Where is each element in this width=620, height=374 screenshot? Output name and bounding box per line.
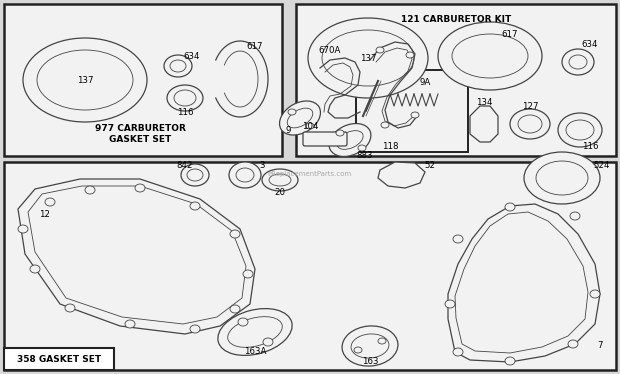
- Ellipse shape: [65, 304, 75, 312]
- Ellipse shape: [280, 101, 321, 135]
- Polygon shape: [18, 179, 255, 334]
- Text: 617: 617: [247, 42, 264, 50]
- Ellipse shape: [505, 357, 515, 365]
- Ellipse shape: [342, 326, 398, 366]
- Text: 634: 634: [184, 52, 200, 61]
- Ellipse shape: [230, 230, 240, 238]
- Bar: [356, 70, 468, 152]
- Text: 842: 842: [177, 160, 193, 169]
- Bar: [4, 348, 114, 370]
- Text: 20: 20: [275, 187, 285, 196]
- Polygon shape: [378, 162, 425, 188]
- Ellipse shape: [358, 145, 366, 151]
- Ellipse shape: [288, 109, 296, 115]
- Text: 127: 127: [522, 101, 538, 110]
- Ellipse shape: [590, 290, 600, 298]
- Ellipse shape: [230, 305, 240, 313]
- Ellipse shape: [190, 325, 200, 333]
- Text: 118: 118: [382, 141, 398, 150]
- Ellipse shape: [135, 184, 145, 192]
- Ellipse shape: [23, 38, 147, 122]
- Text: 9A: 9A: [419, 77, 431, 86]
- Ellipse shape: [406, 52, 414, 58]
- Ellipse shape: [329, 123, 371, 156]
- Text: eReplacementParts.com: eReplacementParts.com: [268, 171, 352, 177]
- Text: 12: 12: [40, 209, 50, 218]
- FancyBboxPatch shape: [303, 132, 347, 146]
- Ellipse shape: [376, 47, 384, 53]
- Text: 121 CARBURETOR KIT: 121 CARBURETOR KIT: [401, 15, 511, 24]
- Ellipse shape: [558, 113, 602, 147]
- Ellipse shape: [438, 22, 542, 90]
- Text: 3: 3: [259, 160, 265, 169]
- Ellipse shape: [262, 169, 298, 191]
- Ellipse shape: [243, 270, 253, 278]
- Text: 163: 163: [361, 358, 378, 367]
- Text: 883: 883: [356, 150, 373, 159]
- Polygon shape: [448, 204, 600, 362]
- Text: 617: 617: [502, 30, 518, 39]
- Text: 163A: 163A: [244, 347, 266, 356]
- Text: 358 GASKET SET: 358 GASKET SET: [17, 355, 101, 364]
- Text: 9: 9: [285, 126, 291, 135]
- Ellipse shape: [30, 265, 40, 273]
- Ellipse shape: [381, 122, 389, 128]
- Ellipse shape: [125, 320, 135, 328]
- Text: 137: 137: [77, 76, 93, 85]
- Ellipse shape: [562, 49, 594, 75]
- Ellipse shape: [306, 123, 314, 129]
- Ellipse shape: [164, 55, 192, 77]
- Ellipse shape: [190, 202, 200, 210]
- Ellipse shape: [354, 347, 362, 353]
- Ellipse shape: [18, 225, 28, 233]
- Polygon shape: [470, 106, 498, 142]
- Ellipse shape: [568, 340, 578, 348]
- Text: 7: 7: [597, 341, 603, 350]
- Text: 524: 524: [594, 160, 610, 169]
- Ellipse shape: [85, 186, 95, 194]
- Ellipse shape: [167, 85, 203, 111]
- Ellipse shape: [505, 203, 515, 211]
- Ellipse shape: [524, 152, 600, 204]
- Text: 116: 116: [177, 107, 193, 116]
- Ellipse shape: [378, 338, 386, 344]
- Text: 670A: 670A: [319, 46, 341, 55]
- Ellipse shape: [229, 162, 261, 188]
- Text: 977 CARBURETOR
GASKET SET: 977 CARBURETOR GASKET SET: [95, 124, 185, 144]
- Ellipse shape: [45, 198, 55, 206]
- Ellipse shape: [263, 338, 273, 346]
- Bar: [4, 162, 616, 370]
- Text: 104: 104: [302, 122, 318, 131]
- Ellipse shape: [411, 112, 419, 118]
- Ellipse shape: [336, 130, 344, 136]
- Ellipse shape: [453, 348, 463, 356]
- Ellipse shape: [510, 109, 550, 139]
- Bar: [4, 4, 282, 156]
- Text: 137: 137: [360, 53, 376, 62]
- Ellipse shape: [218, 309, 292, 355]
- Text: 634: 634: [582, 40, 598, 49]
- Ellipse shape: [181, 164, 209, 186]
- Text: 116: 116: [582, 141, 598, 150]
- Ellipse shape: [570, 212, 580, 220]
- Bar: [296, 4, 616, 156]
- Ellipse shape: [445, 300, 455, 308]
- Ellipse shape: [308, 18, 428, 98]
- Text: 134: 134: [476, 98, 492, 107]
- Ellipse shape: [238, 318, 248, 326]
- Text: 52: 52: [425, 160, 435, 169]
- Ellipse shape: [453, 235, 463, 243]
